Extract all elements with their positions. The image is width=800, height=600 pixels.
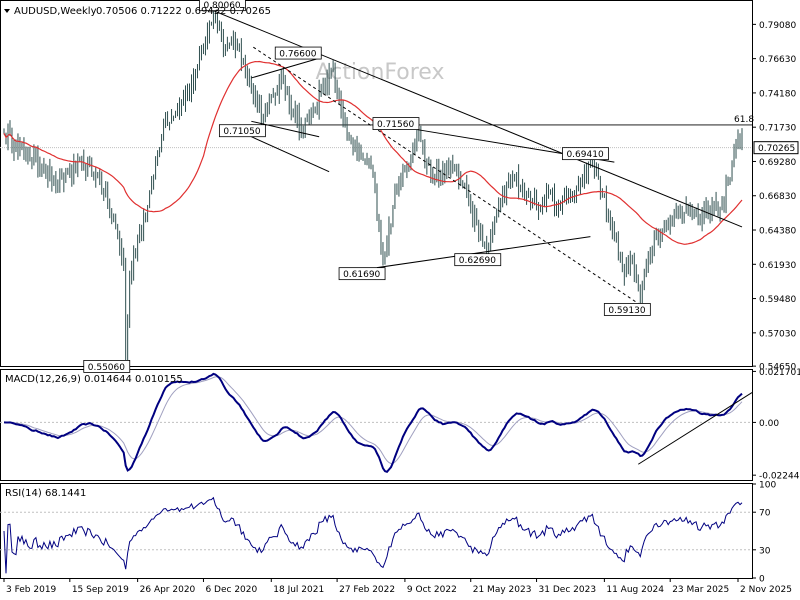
trendline [376, 236, 591, 269]
price-label: 0.69410 [566, 150, 603, 160]
price-label: 0.80060 [203, 1, 240, 11]
macd-title: MACD(12,26,9) 0.014644 0.010155 [5, 374, 183, 385]
price-tick-label: 0.66830 [759, 192, 796, 202]
price-label-box [274, 46, 322, 60]
price-label: 0.76600 [279, 50, 316, 60]
rsi-tick-label: 30 [759, 546, 771, 556]
price-tick-label: 0.76630 [759, 55, 796, 65]
macd-line [3, 372, 743, 473]
price-labels: 0.80060 0.76600 0.71560 0.71050 0.69410 0.616… [83, 0, 651, 373]
macd-trendline [638, 392, 753, 465]
price-panel-frame [0, 0, 753, 367]
price-label: 0.55060 [88, 363, 125, 373]
price-tick-label: 0.69280 [759, 158, 796, 168]
rsi-tick-label: 0 [759, 575, 765, 585]
date-label: 3 Feb 2019 [6, 585, 57, 595]
price-label-box [454, 253, 502, 267]
price-tick-label: 0.57030 [759, 329, 796, 339]
fib-618-label: 61.8 [734, 115, 754, 125]
date-label: 9 Oct 2022 [407, 585, 457, 595]
date-axis: 3 Feb 2019 15 Sep 2019 26 Apr 2020 6 Dec 20… [3, 578, 792, 595]
date-label: 15 Sep 2019 [72, 585, 129, 595]
macd-trendline [638, 392, 753, 465]
price-label: 0.62690 [459, 256, 496, 266]
rsi-title: RSI(14) 68.1441 [5, 488, 86, 499]
price-tick-label: 0.79080 [759, 21, 796, 31]
price-label-box [218, 124, 266, 138]
price-tick-label: 0.71730 [759, 124, 796, 134]
price-tick-label: 0.54650 [759, 363, 796, 373]
date-label: 2 Nov 2025 [740, 585, 792, 595]
rsi-line [3, 496, 743, 574]
current-price-tag [753, 141, 799, 155]
date-label: 6 Dec 2020 [205, 585, 257, 595]
date-label: 18 Jul 2021 [273, 585, 324, 595]
date-label: 23 Mar 2025 [672, 585, 729, 595]
macd-signal-line [4, 376, 743, 465]
trendline [251, 136, 330, 173]
date-label: 21 May 2023 [473, 585, 532, 595]
price-label: 0.61690 [343, 270, 380, 280]
price-label-box [83, 360, 131, 373]
trendline [253, 46, 639, 304]
macd-axis: 0.021701 0.00 -0.022445 [0, 368, 800, 482]
dropdown-triangle-icon[interactable] [4, 9, 10, 13]
price-axis: 0.79080 0.76630 0.74180 0.71730 0.69280 0.668… [752, 21, 799, 373]
price-label-box [562, 147, 609, 161]
rsi-panel-frame [0, 483, 753, 579]
date-label: 31 Dec 2023 [539, 585, 597, 595]
macd-tick-label: -0.022445 [759, 472, 800, 482]
price-label-box [199, 0, 246, 12]
chart-header: AUDUSD,Weekly 0.70506 0.71222 0.69432 0.… [4, 6, 271, 17]
reference-lines: 61.8 [0, 115, 754, 149]
date-label: 26 Apr 2020 [140, 585, 196, 595]
price-label: 0.71560 [377, 120, 414, 130]
price-label: 0.71050 [223, 127, 260, 137]
price-label: 0.59130 [608, 306, 645, 316]
price-tick-label: 0.64380 [759, 227, 796, 237]
price-candles [3, 6, 743, 371]
macd-panel-frame [0, 369, 753, 481]
price-label-box [603, 303, 651, 316]
rsi-tick-label: 70 [759, 509, 771, 519]
ohlc-label: 0.70506 0.71222 0.69432 0.70265 [96, 6, 271, 17]
price-tick-label: 0.74180 [759, 89, 796, 99]
price-label-box [372, 117, 420, 130]
macd-tick-label: 0.00 [759, 419, 779, 429]
price-tick-label: 0.59480 [759, 295, 796, 305]
price-label-box [338, 267, 386, 281]
date-label: 27 Feb 2022 [339, 585, 395, 595]
current-price-label: 0.70265 [758, 144, 795, 154]
symbol-label: AUDUSD,Weekly [14, 6, 97, 17]
macd-tick-label: 0.021701 [759, 368, 800, 378]
price-tick-label: 0.61930 [759, 261, 796, 271]
trendline [251, 120, 320, 138]
date-label: 11 Aug 2024 [606, 585, 664, 595]
rsi-axis: 100 70 30 0 [0, 481, 776, 585]
rsi-tick-label: 100 [759, 481, 776, 491]
